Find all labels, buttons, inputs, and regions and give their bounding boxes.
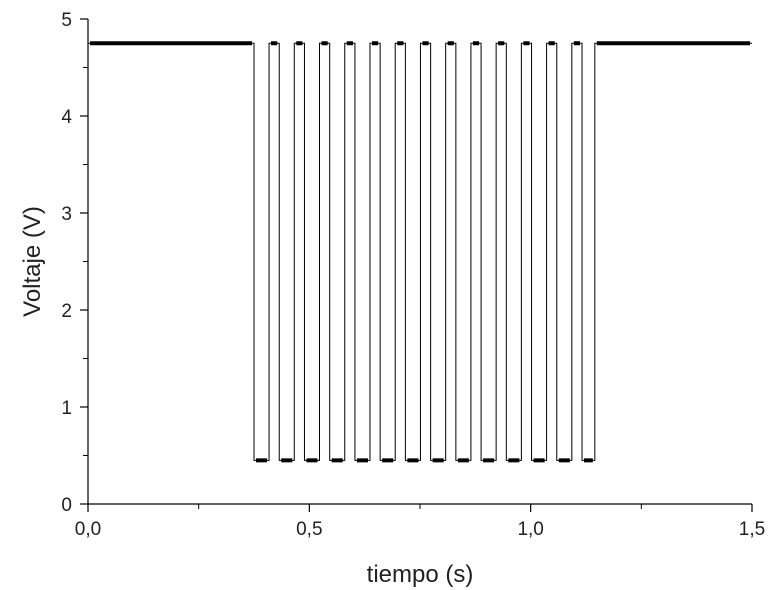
x-tick-label: 1,0: [517, 519, 543, 540]
x-tick-label: 0,5: [296, 519, 322, 540]
y-tick-label: 0: [61, 495, 72, 516]
y-tick-label: 2: [61, 301, 72, 322]
plot-layer: [88, 41, 752, 463]
y-tick-label: 3: [61, 204, 72, 225]
y-tick-label: 1: [61, 398, 72, 419]
x-axis-title: tiempo (s): [367, 561, 474, 588]
axes-layer: [80, 18, 753, 512]
x-tick-label: 1,5: [739, 519, 765, 540]
labels-layer: tiempo (s) Voltaje (V) 0,0 0,5 1,0 1,5 0 1 2 3 4…: [19, 10, 765, 588]
series-line: [88, 42, 752, 461]
y-tick-label: 4: [61, 107, 72, 128]
x-tick-label: 0,0: [75, 519, 101, 540]
y-tick-label: 5: [61, 10, 72, 31]
y-axis-title: Voltaje (V): [19, 206, 46, 317]
